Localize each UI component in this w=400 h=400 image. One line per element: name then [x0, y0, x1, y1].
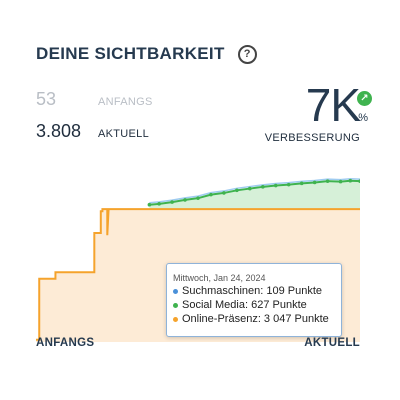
stat-current: 3.808 AKTUELL	[36, 121, 149, 142]
tooltip-row-search: Suchmaschinen: 109 Punkte	[173, 285, 335, 297]
online-dot-icon	[173, 316, 178, 322]
tooltip-row-online: Online-Präsenz: 3 047 Punkte	[173, 313, 335, 325]
social-media-point	[235, 188, 239, 193]
social-media-point	[170, 200, 174, 204]
tooltip-row-text: Social Media: 627 Punkte	[182, 299, 307, 311]
tooltip-row-social: Social Media: 627 Punkte	[173, 299, 335, 311]
improvement-value: 7K	[305, 79, 361, 131]
tooltip-row-text: Suchmaschinen: 109 Punkte	[182, 285, 323, 297]
title-row: DEINE SICHTBARKEIT ?	[36, 44, 257, 64]
social-media-point	[222, 191, 226, 195]
improvement-unit: %	[358, 112, 368, 124]
social-media-area	[149, 180, 360, 210]
arrow-up-right-icon: ↗	[357, 91, 372, 106]
search-engines-line	[149, 177, 360, 204]
social-media-point	[248, 186, 252, 191]
social-media-point	[358, 179, 360, 183]
social-media-point	[348, 178, 353, 183]
social-media-point	[147, 202, 152, 207]
social-media-point	[338, 179, 343, 184]
stat-start: 53 ANFANGS	[36, 89, 153, 110]
x-axis-start-label: ANFANGS	[36, 337, 95, 349]
chart-tooltip: Mittwoch, Jan 24, 2024 Suchmaschinen: 10…	[166, 263, 342, 337]
current-value: 3.808	[36, 121, 82, 141]
social-media-point	[209, 192, 213, 197]
tooltip-date: Mittwoch, Jan 24, 2024	[173, 273, 266, 283]
current-label: AKTUELL	[98, 128, 150, 140]
widget-title: DEINE SICHTBARKEIT	[36, 44, 225, 63]
question-circle-icon[interactable]: ?	[237, 44, 257, 64]
social-media-point	[157, 202, 161, 206]
social-media-point	[286, 182, 291, 187]
social-media-point	[273, 183, 278, 188]
social-media-point	[196, 196, 200, 200]
social-media-point	[261, 185, 265, 189]
social-media-point	[299, 181, 304, 186]
tooltip-row-text: Online-Präsenz: 3 047 Punkte	[182, 313, 329, 325]
start-value: 53	[36, 89, 57, 109]
social-dot-icon	[173, 302, 178, 308]
x-axis-end-label: AKTUELL	[304, 337, 360, 349]
social-media-point	[183, 198, 187, 202]
social-media-line	[149, 179, 360, 206]
search-dot-icon	[173, 288, 178, 294]
social-media-point	[312, 180, 317, 185]
online-presence-line	[36, 208, 360, 341]
start-label: ANFANGS	[98, 96, 153, 108]
social-media-point	[325, 179, 330, 183]
improvement-block: 7K ↗ % VERBESSERUNG	[264, 79, 372, 144]
improvement-label: VERBESSERUNG	[264, 132, 360, 144]
